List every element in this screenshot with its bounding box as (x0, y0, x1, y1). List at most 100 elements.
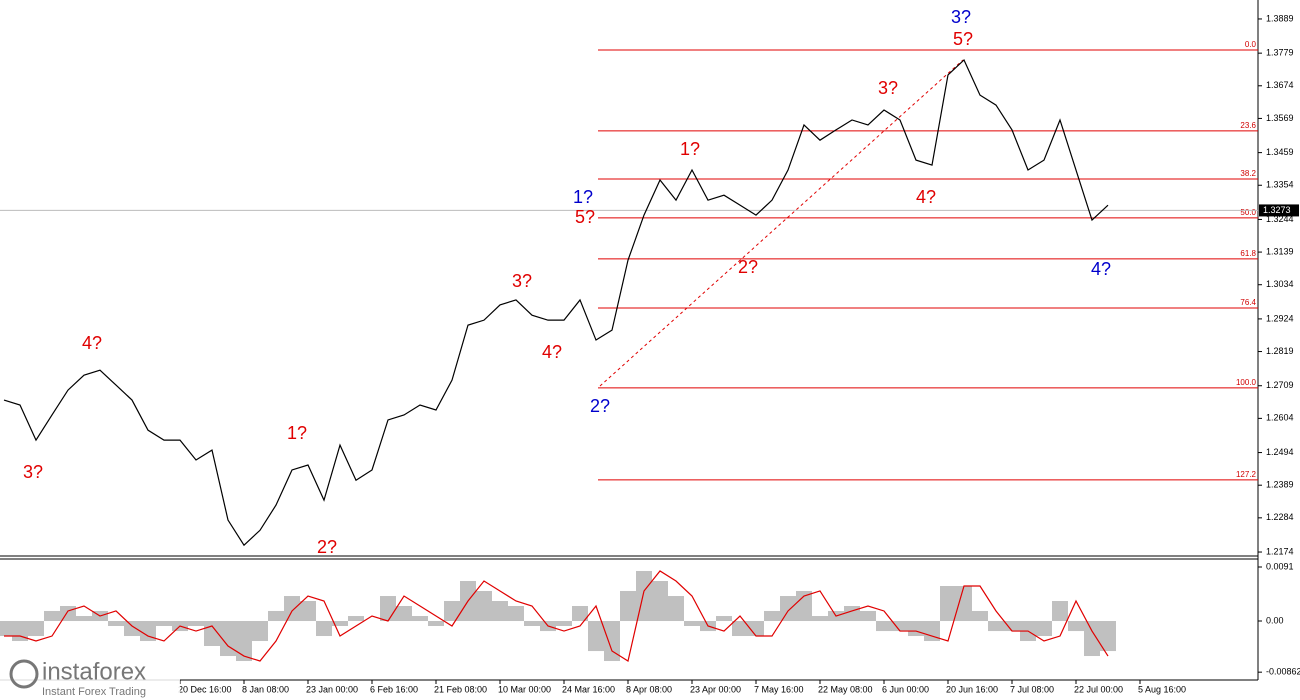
wave-label: 2? (738, 257, 758, 277)
histogram-bar (300, 601, 316, 622)
histogram-bar (28, 621, 44, 637)
wave-label: 3? (23, 462, 43, 482)
wave-label: 2? (317, 537, 337, 557)
histogram-bar (236, 621, 252, 662)
y-tick-label: 1.3354 (1266, 180, 1294, 190)
wave-label: 1? (573, 187, 593, 207)
wave-label: 3? (512, 271, 532, 291)
y-tick-label: 1.2494 (1266, 447, 1294, 457)
histogram-bar (380, 596, 396, 622)
y-tick-label: 1.2819 (1266, 346, 1294, 356)
histogram-bar (476, 590, 492, 622)
histogram-bar (940, 585, 956, 622)
histogram-bar (124, 621, 140, 637)
y-tick-label: 1.3459 (1266, 147, 1294, 157)
y-tick-label: 1.2284 (1266, 512, 1294, 522)
y-tick-label: 1.3674 (1266, 80, 1294, 90)
signal-line (4, 570, 1109, 662)
wave-label: 4? (542, 342, 562, 362)
x-tick-label: 22 May 08:00 (818, 684, 873, 694)
histogram-bar (1052, 601, 1068, 622)
fib-label: 50.0 (1240, 208, 1256, 217)
histogram-bar (620, 590, 636, 622)
histogram-bar (652, 581, 668, 622)
histogram-bar (924, 621, 940, 642)
histogram-bar (732, 621, 748, 637)
x-tick-label: 20 Dec 16:00 (178, 684, 232, 694)
logo-icon (9, 659, 39, 689)
histogram-bar (0, 621, 12, 637)
y-tick-label: 1.3889 (1266, 13, 1294, 23)
x-tick-label: 24 Mar 16:00 (562, 684, 615, 694)
histogram-bar (1100, 621, 1116, 652)
fib-label: 127.2 (1236, 470, 1257, 479)
wave-label: 3? (951, 7, 971, 27)
fib-label: 76.4 (1240, 298, 1256, 307)
x-tick-label: 22 Jul 00:00 (1074, 684, 1123, 694)
histogram-bar (892, 621, 908, 632)
histogram-bar (1036, 621, 1052, 637)
trend-line (599, 59, 964, 387)
histogram-bar (76, 616, 92, 622)
histogram-bar (268, 610, 284, 622)
fib-label: 38.2 (1240, 169, 1256, 178)
histogram-bar (556, 621, 572, 626)
x-tick-label: 10 Mar 00:00 (498, 684, 551, 694)
histogram-bar (108, 621, 124, 626)
histogram-bar (492, 601, 508, 622)
x-tick-label: 21 Feb 08:00 (434, 684, 487, 694)
wave-label: 5? (575, 207, 595, 227)
wave-label: 3? (878, 78, 898, 98)
x-tick-label: 7 Jul 08:00 (1010, 684, 1054, 694)
y-tick-label: 1.3034 (1266, 279, 1294, 289)
histogram-bar (604, 621, 620, 662)
logo: instaforex Instant Forex Trading (0, 655, 180, 700)
y-tick-label: 1.2709 (1266, 380, 1294, 390)
histogram-bar (796, 590, 812, 622)
histogram-bar (972, 610, 988, 622)
histogram-bar (988, 621, 1004, 632)
histogram-bar (220, 621, 236, 657)
histogram-bar (332, 621, 348, 626)
histogram-bar (588, 621, 604, 652)
x-tick-label: 20 Jun 16:00 (946, 684, 998, 694)
histogram-bar (508, 605, 524, 622)
logo-name: instaforex (42, 658, 146, 685)
histogram-bar (780, 596, 796, 622)
histogram-bar (1068, 621, 1084, 632)
histogram-bar (428, 621, 444, 626)
y-tick-label: 1.3244 (1266, 214, 1294, 224)
histogram-bar (812, 616, 828, 622)
y-tick-label: 0.0091 (1266, 561, 1294, 571)
wave-label: 1? (287, 423, 307, 443)
y-tick-label: 1.2604 (1266, 413, 1294, 423)
x-tick-label: 23 Apr 00:00 (690, 684, 741, 694)
fib-label: 23.6 (1240, 121, 1256, 130)
y-tick-label: 1.2174 (1266, 546, 1294, 556)
y-tick-label: 1.3779 (1266, 48, 1294, 58)
histogram-bar (684, 621, 700, 626)
logo-tagline: Instant Forex Trading (42, 686, 146, 698)
fib-label: 61.8 (1240, 249, 1256, 258)
histogram-bar (860, 610, 876, 622)
histogram-bar (668, 596, 684, 622)
histogram-bar (844, 605, 860, 622)
current-price-box (1259, 204, 1299, 217)
x-tick-label: 6 Feb 16:00 (370, 684, 418, 694)
histogram-bar (764, 610, 780, 622)
histogram-bar (396, 605, 412, 622)
histogram-bar (524, 621, 540, 626)
y-tick-label: 0.00 (1266, 615, 1284, 625)
x-tick-label: 5 Aug 16:00 (1138, 684, 1186, 694)
x-tick-label: 7 May 16:00 (754, 684, 804, 694)
x-tick-label: 8 Apr 08:00 (626, 684, 672, 694)
histogram-bar (956, 585, 972, 622)
wave-label: 1? (680, 139, 700, 159)
wave-label: 4? (1091, 259, 1111, 279)
histogram-bar (188, 621, 204, 626)
y-tick-label: 1.2389 (1266, 480, 1294, 490)
histogram-bar (876, 621, 892, 632)
y-tick-label: 1.3139 (1266, 246, 1294, 256)
x-tick-label: 23 Jan 00:00 (306, 684, 358, 694)
